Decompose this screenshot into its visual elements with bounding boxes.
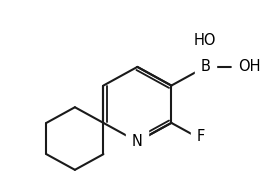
Text: HO: HO [194, 33, 216, 48]
Text: F: F [197, 129, 205, 144]
Text: OH: OH [238, 59, 260, 74]
Text: N: N [132, 134, 143, 149]
Text: B: B [200, 59, 210, 74]
